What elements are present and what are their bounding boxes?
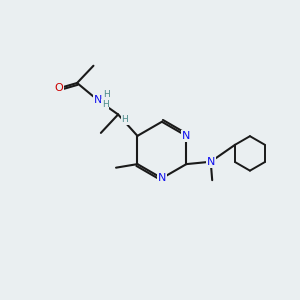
Text: N: N bbox=[206, 157, 215, 167]
Text: H: H bbox=[121, 115, 128, 124]
Text: O: O bbox=[54, 83, 63, 93]
Text: N: N bbox=[94, 95, 102, 105]
Text: N: N bbox=[182, 131, 190, 141]
Text: N: N bbox=[158, 173, 166, 183]
Text: H: H bbox=[103, 90, 110, 99]
Text: H: H bbox=[102, 100, 108, 109]
